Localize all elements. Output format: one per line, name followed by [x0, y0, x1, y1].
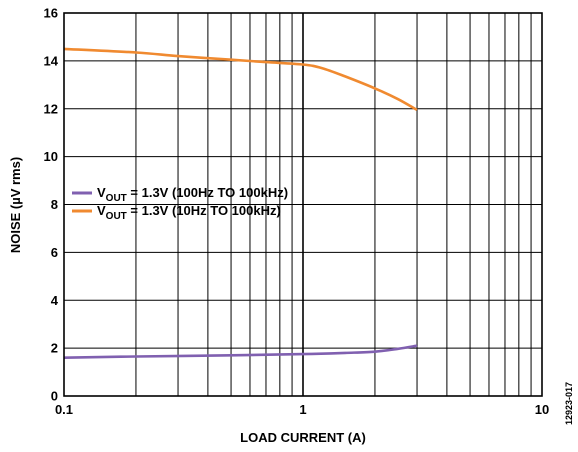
y-tick-label: 6	[51, 245, 58, 260]
x-axis-label: LOAD CURRENT (A)	[240, 430, 366, 445]
x-tick-label: 0.1	[55, 402, 73, 417]
legend: VOUT = 1.3V (100Hz TO 100kHz)VOUT = 1.3V…	[72, 185, 288, 222]
legend-symbol: V	[97, 185, 106, 200]
y-axis-label: NOISE (µV rms)	[8, 157, 23, 253]
legend-entry-1: VOUT = 1.3V (100Hz TO 100kHz)	[97, 185, 288, 204]
series-line-2	[64, 49, 417, 110]
legend-symbol: V	[97, 203, 106, 218]
figure-id: 12923-017	[564, 382, 574, 425]
legend-entry-2: VOUT = 1.3V (10Hz TO 100kHz)	[97, 203, 281, 222]
y-tick-label: 8	[51, 197, 58, 212]
legend-text: = 1.3V (10Hz TO 100kHz)	[127, 203, 281, 218]
y-tick-label: 10	[44, 149, 58, 164]
y-tick-label: 16	[44, 6, 58, 21]
y-tick-label: 14	[44, 53, 59, 68]
legend-subscript: OUT	[106, 211, 127, 222]
x-tick-label: 10	[535, 402, 549, 417]
x-tick-label: 1	[299, 402, 306, 417]
x-tick-labels: 0.1 1 10	[55, 402, 549, 417]
legend-text: = 1.3V (100Hz TO 100kHz)	[127, 185, 288, 200]
y-tick-label: 4	[51, 293, 59, 308]
y-tick-label: 12	[44, 101, 58, 116]
legend-subscript: OUT	[106, 193, 127, 204]
y-tick-label: 2	[51, 341, 58, 356]
series-line-1	[64, 346, 417, 358]
